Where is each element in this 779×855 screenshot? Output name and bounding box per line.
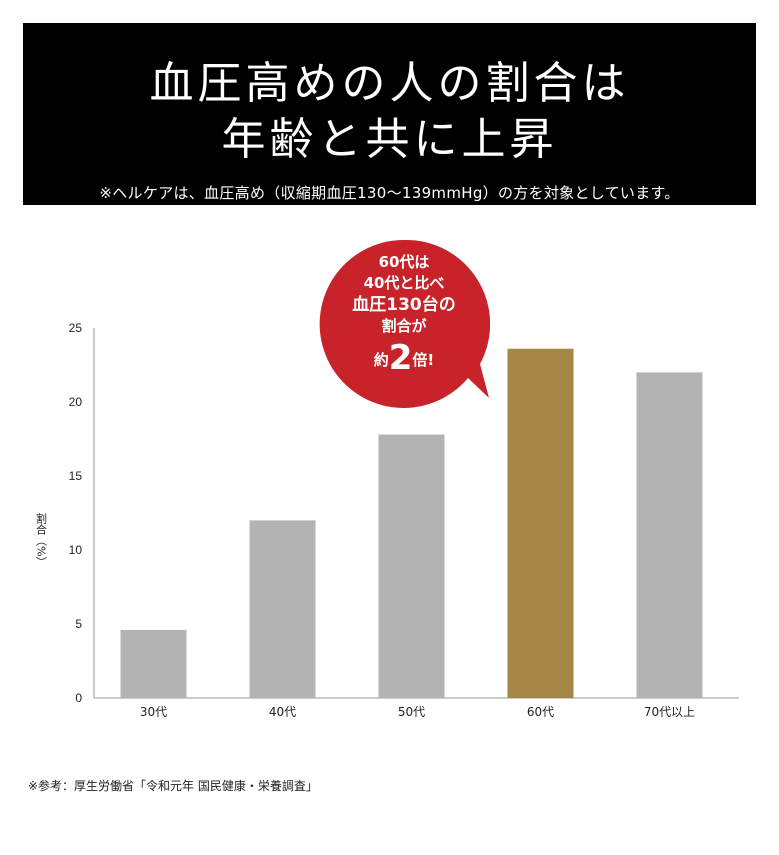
x-tick-label: 40代	[269, 705, 296, 719]
x-tick-label: 70代以上	[644, 705, 695, 719]
y-tick-label: 0	[75, 691, 82, 705]
y-tick-label: 15	[69, 469, 83, 483]
x-tick-label: 50代	[398, 705, 425, 719]
bar	[507, 348, 574, 698]
bar	[636, 372, 703, 698]
header-banner: 血圧高めの人の割合は 年齢と共に上昇 ※ヘルケアは、血圧高め（収縮期血圧130〜…	[23, 23, 756, 205]
badge-line-2: 40代と比べ	[363, 274, 445, 292]
badge-line-4: 割合が	[381, 317, 427, 335]
y-axis-label: 割合（%）	[35, 512, 48, 568]
badge-line-1: 60代は	[378, 253, 430, 271]
badge-line-5-post: 倍!	[412, 351, 435, 369]
source-note: ※参考：厚生労働省「令和元年 国民健康・栄養調査」	[28, 779, 318, 793]
callout-badge	[319, 239, 490, 408]
x-tick-label: 60代	[527, 705, 554, 719]
x-tick-label: 30代	[140, 705, 167, 719]
badge-line-5: 約2倍!	[318, 339, 490, 379]
y-tick-label: 20	[69, 395, 83, 409]
y-tick-label: 25	[69, 321, 83, 335]
callout-badge-shape	[319, 239, 490, 408]
bar	[120, 629, 187, 698]
badge-big-number: 2	[388, 338, 413, 378]
title-line-2: 年齢と共に上昇	[221, 114, 558, 165]
badge-line-5-pre: 約	[373, 351, 389, 369]
y-tick-label: 10	[69, 543, 83, 557]
title-line-1: 血圧高めの人の割合は	[149, 58, 630, 109]
header-note: ※ヘルケアは、血圧高め（収縮期血圧130〜139mmHg）の方を対象としています…	[99, 184, 680, 202]
bar	[378, 434, 445, 698]
callout-badge-text: 60代は 40代と比べ 血圧130台の 割合が 約2倍!	[318, 252, 490, 379]
bar	[249, 520, 316, 698]
badge-line-3: 血圧130台の	[352, 295, 456, 315]
y-tick-label: 5	[75, 617, 82, 631]
